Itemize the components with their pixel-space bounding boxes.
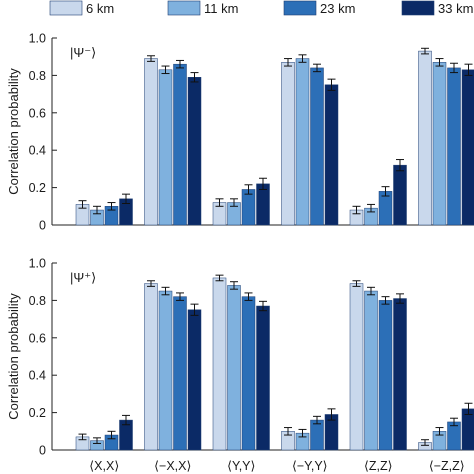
- y-tick-label: 0.8: [29, 69, 46, 83]
- y-tick-label: 0: [39, 219, 46, 233]
- bar: [393, 164, 407, 226]
- x-tick-label: ⟨−X,X⟩: [154, 459, 191, 473]
- panel-psi-minus: 0 0.2 0.4 0.6 0.8 1.0 Correlation probability |…: [6, 32, 474, 233]
- state-label: |Ψ⁻⟩: [70, 45, 96, 60]
- y-tick-label: 1.0: [29, 257, 46, 271]
- bar: [295, 58, 310, 226]
- bar: [364, 290, 378, 451]
- x-tick-label: ⟨X,X⟩: [89, 459, 119, 473]
- bar: [310, 419, 324, 451]
- y-tick-label: 0.8: [29, 294, 46, 308]
- legend-swatch: [49, 0, 83, 16]
- bar: [256, 305, 270, 451]
- y-tick-label: 0.2: [29, 406, 46, 420]
- y-axis-label: Correlation probability: [6, 68, 21, 195]
- y-tick-label: 1.0: [29, 32, 46, 46]
- legend-swatch: [401, 0, 435, 16]
- bar: [418, 50, 432, 226]
- bar: [310, 67, 324, 226]
- bar: [173, 296, 187, 451]
- x-tick-label: ⟨−Y,Y⟩: [292, 459, 328, 473]
- bar: [212, 277, 227, 451]
- y-tick-label: 0.4: [29, 144, 46, 158]
- bar: [349, 283, 364, 451]
- x-tick-label: ⟨Z,Z⟩: [364, 459, 393, 473]
- y-tick-label: 0.6: [29, 106, 46, 120]
- x-tick-label: ⟨Y,Y⟩: [227, 459, 255, 473]
- bar: [241, 296, 256, 451]
- bar: [227, 285, 241, 451]
- y-tick-label: 0: [39, 444, 46, 458]
- legend-label: 23 km: [320, 1, 355, 16]
- bar: [461, 69, 474, 226]
- bar: [281, 62, 295, 226]
- bar: [187, 77, 202, 226]
- bar: [432, 62, 447, 226]
- legend-label: 6 km: [86, 1, 114, 16]
- y-tick-label: 0.2: [29, 181, 46, 195]
- bar: [447, 67, 461, 226]
- state-label: |Ψ⁺⟩: [70, 270, 96, 285]
- legend-label: 11 km: [204, 1, 238, 16]
- bar: [173, 63, 187, 226]
- bar: [144, 283, 158, 451]
- x-tick-label: ⟨−Z,Z⟩: [429, 459, 465, 473]
- bar: [158, 290, 173, 451]
- legend-label: 33 km: [438, 1, 473, 16]
- y-axis-label: Correlation probability: [6, 293, 21, 420]
- legend: 6 km 11 km 23 km 33 km: [49, 0, 473, 16]
- bar: [393, 298, 407, 451]
- bar: [158, 69, 173, 226]
- bar: [256, 183, 270, 226]
- panel-psi-plus: 0 0.2 0.4 0.6 0.8 1.0 Correlation probability |…: [6, 257, 474, 473]
- bar: [187, 309, 202, 451]
- bar: [461, 408, 474, 451]
- y-tick-label: 0.4: [29, 369, 46, 383]
- y-tick-label: 0.6: [29, 331, 46, 345]
- bar: [144, 58, 158, 226]
- legend-swatch: [167, 0, 201, 16]
- legend-swatch: [283, 0, 317, 16]
- bar: [378, 300, 393, 451]
- bar: [324, 84, 339, 226]
- bar: [241, 189, 256, 226]
